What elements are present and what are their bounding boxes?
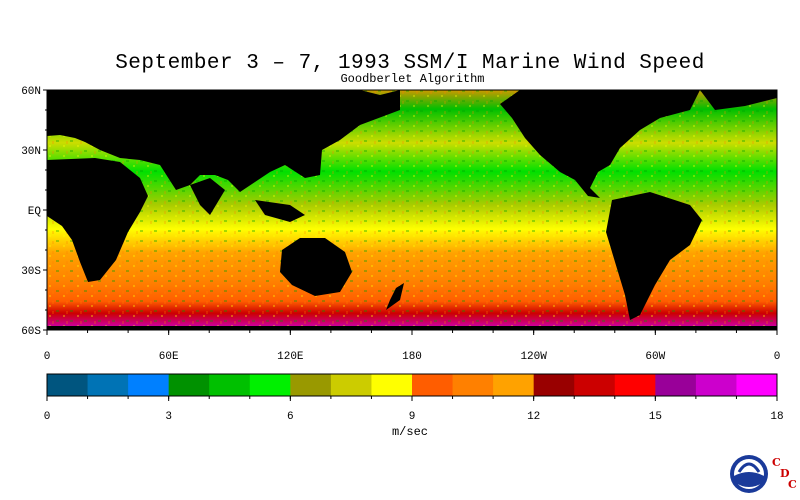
colorbar [46,373,778,397]
lat-tick-label: 30S [21,266,41,278]
colorbar-tick-label: 0 [44,411,51,423]
colorbar-segment [695,374,737,396]
colorbar-tick-label: 6 [287,411,294,423]
noaa-cdc-logo: C D C [730,455,797,493]
lat-tick-label: EQ [28,206,42,218]
lon-tick-label: 60E [159,351,179,363]
lon-tick-label: 0 [774,351,781,363]
colorbar-segment [371,374,413,396]
logo-letter-c2: C [788,478,797,491]
colorbar-tick-label: 3 [165,411,172,423]
lon-tick-label: 0 [44,351,51,363]
logo-letter-c1: C [772,456,781,469]
lon-tick-label: 180 [402,351,422,363]
lat-tick-label: 60S [21,326,41,338]
land-india [190,178,225,215]
colorbar-tick-label: 18 [770,411,783,423]
land-new-zealand [386,283,404,310]
colorbar-unit-label: m/sec [391,425,428,439]
lon-tick-label: 60W [645,351,665,363]
map-title: September 3 – 7, 1993 SSM/I Marine Wind … [115,52,705,75]
land-masses [47,90,777,330]
land-greenland [700,90,777,110]
land-south-america [606,192,702,320]
land-indonesia [255,200,305,222]
colorbar-segment [249,374,291,396]
colorbar-segment [47,374,89,396]
map-subtitle: Goodberlet Algorithm [340,72,485,86]
lat-tick-label: 30N [21,146,41,158]
colorbar-segment [412,374,454,396]
land-eurasia [47,90,400,192]
colorbar-segment [533,374,575,396]
longitude-axis: 0 60E 120E 180 120W 60W 0 [44,330,781,363]
latitude-axis: 60N 30N EQ 30S 60S [21,86,47,338]
land-antarctica [47,326,777,330]
lat-tick-label: 60N [21,86,41,98]
lon-tick-label: 120W [520,351,547,363]
colorbar-segment [128,374,170,396]
colorbar-segment [209,374,251,396]
map-plot-area [47,90,777,330]
colorbar-axis: 0 3 6 9 12 15 18 [44,396,784,423]
colorbar-segment [736,374,778,396]
land-north-america [500,90,700,198]
colorbar-segment [330,374,372,396]
colorbar-segment [168,374,210,396]
colorbar-segment [614,374,656,396]
colorbar-segment [574,374,616,396]
colorbar-segment [655,374,697,396]
lon-tick-label: 120E [277,351,304,363]
colorbar-tick-label: 12 [527,411,540,423]
colorbar-segment [290,374,332,396]
land-australia [280,238,352,296]
colorbar-segment [87,374,129,396]
colorbar-segment [493,374,535,396]
colorbar-tick-label: 15 [649,411,662,423]
colorbar-segment [452,374,494,396]
colorbar-tick-label: 9 [409,411,416,423]
logo-letter-d: D [780,467,790,480]
land-africa [47,158,148,282]
